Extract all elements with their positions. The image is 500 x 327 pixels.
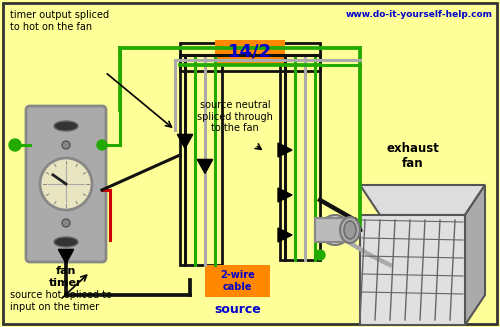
- Ellipse shape: [54, 237, 78, 247]
- Ellipse shape: [54, 121, 78, 131]
- Polygon shape: [198, 159, 212, 173]
- Polygon shape: [360, 185, 485, 215]
- Bar: [205, 265, 270, 297]
- Text: timer output spliced
to hot on the fan: timer output spliced to hot on the fan: [10, 10, 109, 32]
- Ellipse shape: [344, 221, 356, 239]
- Polygon shape: [278, 188, 292, 202]
- Ellipse shape: [325, 220, 345, 240]
- Circle shape: [97, 140, 107, 150]
- Text: 14/2: 14/2: [228, 43, 272, 61]
- Bar: [315, 218, 350, 242]
- Polygon shape: [58, 250, 74, 264]
- Polygon shape: [360, 215, 465, 325]
- Circle shape: [315, 250, 325, 260]
- Polygon shape: [278, 143, 292, 157]
- Bar: [280, 55, 320, 260]
- Polygon shape: [278, 228, 292, 242]
- Text: 2-wire
cable: 2-wire cable: [220, 270, 255, 292]
- Text: source hot spliced to
input on the timer: source hot spliced to input on the timer: [10, 290, 112, 312]
- Ellipse shape: [320, 215, 350, 245]
- Polygon shape: [178, 134, 192, 148]
- Polygon shape: [465, 185, 485, 325]
- Bar: [180, 43, 320, 71]
- Text: exhaust
fan: exhaust fan: [386, 142, 439, 170]
- Circle shape: [40, 158, 92, 210]
- Bar: [180, 55, 222, 265]
- Text: source neutral
spliced through
to the fan: source neutral spliced through to the fa…: [197, 100, 273, 133]
- Text: fan
timer: fan timer: [49, 266, 83, 288]
- Bar: [215, 40, 285, 64]
- Circle shape: [62, 141, 70, 149]
- Ellipse shape: [340, 217, 360, 243]
- Text: www.do-it-yourself-help.com: www.do-it-yourself-help.com: [346, 10, 493, 19]
- Circle shape: [9, 139, 21, 151]
- Text: source: source: [214, 303, 261, 316]
- Circle shape: [62, 219, 70, 227]
- FancyBboxPatch shape: [26, 106, 106, 262]
